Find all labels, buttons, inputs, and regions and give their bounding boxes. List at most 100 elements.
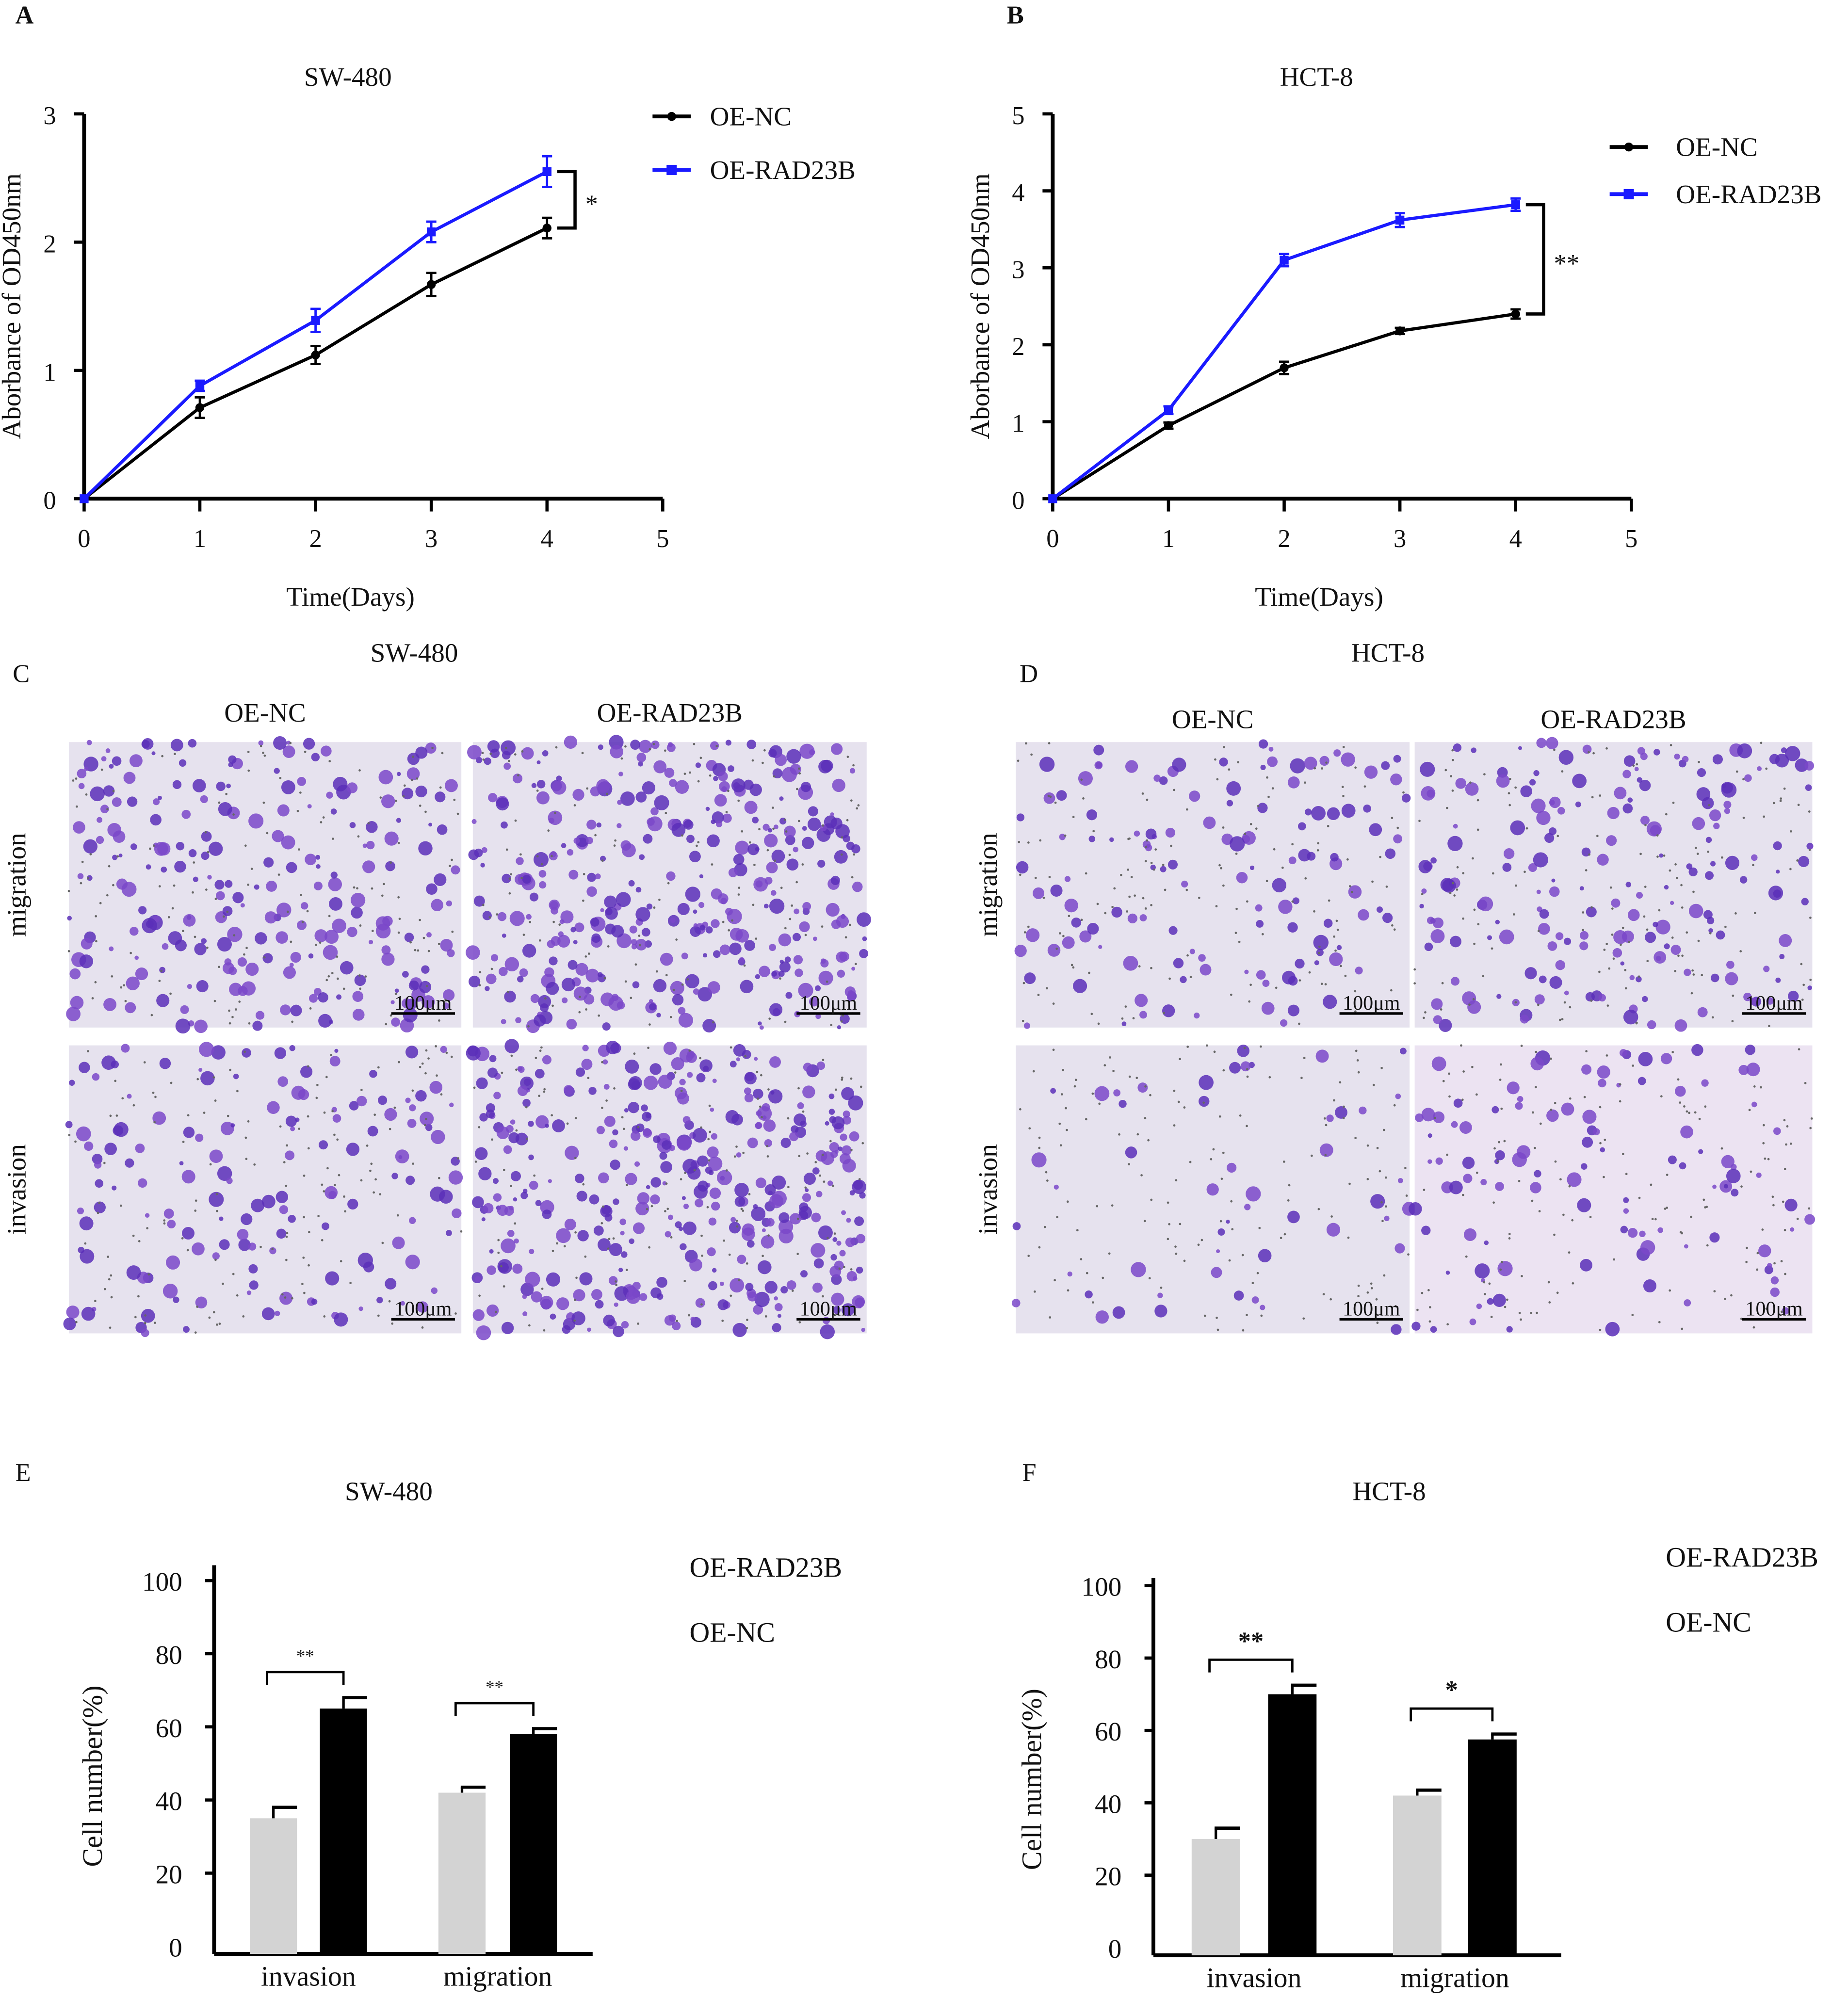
membrane-pore [171,907,174,910]
membrane-pore [1694,846,1697,849]
stained-cell [546,982,559,995]
membrane-pore [1656,855,1659,858]
membrane-pore [212,1311,215,1314]
stained-cell [486,1304,499,1317]
stained-cell [488,793,498,803]
membrane-pore [283,1161,286,1163]
stained-cell [76,1126,91,1142]
membrane-pore [259,744,262,747]
membrane-pore [1144,907,1147,910]
membrane-pore [762,1255,764,1257]
stained-cell [851,844,860,854]
membrane-pore [1621,926,1624,929]
membrane-pore [187,1114,190,1117]
membrane-pore [1321,767,1323,770]
membrane-pore [340,1260,342,1263]
membrane-pore [1251,1282,1254,1284]
membrane-pore [725,1169,728,1172]
stained-cell [103,998,117,1011]
membrane-pore [1506,1298,1508,1301]
membrane-pore [307,1147,310,1150]
stained-cell [211,1045,226,1060]
stained-cell [1297,822,1306,831]
stained-cell [129,754,143,768]
stained-cell [834,1260,844,1271]
stained-cell [141,1308,155,1323]
stained-cell [1431,1056,1446,1071]
stained-cell [138,1178,147,1188]
membrane-pore [741,830,744,833]
membrane-pore [1248,1000,1251,1003]
stained-cell [469,975,481,988]
stained-cell [1551,878,1556,883]
stained-cell [363,1261,374,1273]
stained-cell [1246,1186,1261,1202]
membrane-pore [688,1049,691,1052]
micrograph-background [1414,742,1813,1028]
membrane-pore [1385,1176,1387,1179]
membrane-pore [1639,853,1642,855]
membrane-pore [1066,1128,1068,1131]
membrane-pore [1658,1321,1661,1323]
membrane-pore [1756,1252,1759,1255]
membrane-pore [1809,1127,1812,1129]
stained-cell [228,755,237,764]
stained-cell [1381,761,1390,770]
membrane-pore [606,792,608,795]
membrane-pore [639,944,641,947]
stained-cell [384,1108,397,1121]
membrane-pore [1620,943,1622,946]
membrane-pore [1138,965,1141,967]
stained-cell [1533,852,1548,868]
significance-label: * [1445,1676,1458,1704]
stained-cell [1450,977,1460,986]
stained-cell [1469,1318,1476,1325]
membrane-pore [232,813,235,816]
stained-cell [754,1291,770,1307]
stained-cell [779,796,784,801]
membrane-pore [212,1076,215,1079]
x-tick-label: 0 [1046,525,1059,553]
stained-cell [512,1263,523,1274]
stained-cell [1580,1258,1592,1272]
stained-cell [1257,803,1268,813]
stained-cell [522,944,536,958]
stained-cell [1287,922,1298,933]
membrane-pore [262,801,265,804]
stained-cell [575,834,589,847]
membrane-pore [1213,1050,1216,1053]
stained-cell [199,1042,214,1057]
membrane-pore [1128,1163,1130,1166]
stained-cell [156,994,170,1007]
membrane-pore [1650,1183,1653,1186]
stained-cell [1709,1232,1720,1243]
membrane-pore [132,1234,135,1237]
membrane-pore [514,1222,517,1225]
membrane-pore [299,791,302,794]
stained-cell [77,769,87,778]
stained-cell [720,898,727,904]
membrane-pore [271,1248,274,1251]
stained-cell [753,1204,758,1209]
stained-cell [447,949,455,957]
significance-label: ** [486,1677,503,1697]
membrane-pore [1357,1295,1360,1297]
membrane-pore [1048,742,1051,744]
stained-cell [646,903,653,910]
stained-cell [800,1270,808,1278]
membrane-pore [552,920,555,923]
membrane-pore [541,1288,544,1290]
data-point [1164,405,1173,415]
membrane-pore [587,1077,590,1080]
stained-cell [707,981,720,994]
stained-cell [1217,1228,1225,1236]
stained-cell [609,1243,622,1257]
stained-cell [613,1198,619,1205]
membrane-pore [1038,1146,1041,1149]
membrane-pore [1124,1005,1127,1008]
membrane-pore [193,861,195,864]
stained-cell [378,1096,388,1105]
membrane-pore [497,1239,500,1241]
stained-cell [1640,816,1650,825]
stained-cell [1723,1184,1728,1189]
